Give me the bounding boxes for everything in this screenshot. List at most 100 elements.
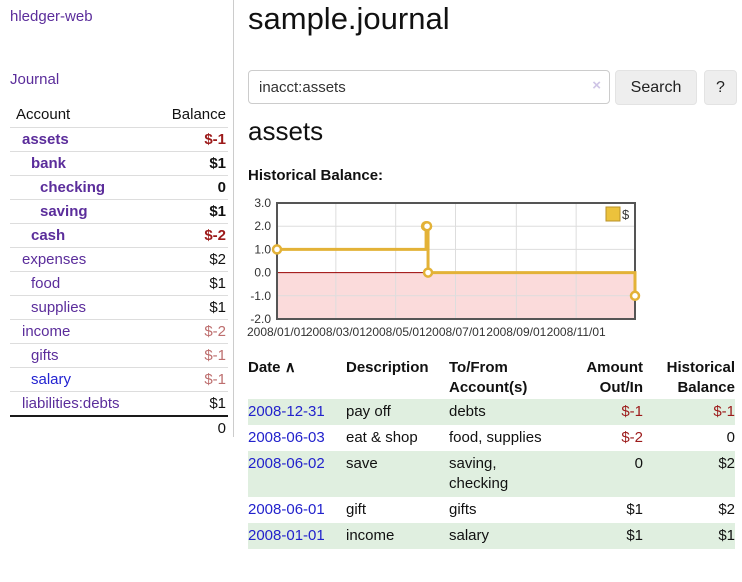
- account-row: checking 0: [10, 175, 228, 200]
- account-link[interactable]: checking: [40, 179, 106, 196]
- x-tick-label: 2008/03/01: [306, 325, 366, 339]
- transaction-balance: 0: [726, 429, 735, 446]
- x-tick-label: 2008/05/01: [366, 325, 426, 339]
- account-link[interactable]: expenses: [22, 251, 87, 268]
- account-row: gifts $-1: [10, 343, 228, 368]
- transaction-amount: $-1: [621, 403, 643, 420]
- account-link[interactable]: assets: [22, 131, 69, 148]
- legend-label: $: [622, 207, 630, 222]
- accounts-body: assets $-1 bank $1 checking 0 saving $1 cash $-2 e…: [10, 127, 228, 417]
- account-link[interactable]: supplies: [31, 299, 87, 316]
- sidebar: hledger-web Journal Account Balance asse…: [0, 0, 234, 440]
- data-point-marker[interactable]: [421, 220, 433, 232]
- account-balance: $-2: [149, 319, 228, 344]
- transaction-balance: $-1: [713, 403, 735, 420]
- data-point-marker[interactable]: [271, 244, 283, 255]
- transaction-amount: $1: [626, 501, 643, 518]
- account-row: saving $1: [10, 199, 228, 224]
- search-input[interactable]: [248, 70, 610, 104]
- account-balance: $1: [149, 199, 228, 224]
- accounts-header-balance: Balance: [149, 103, 228, 128]
- account-balance: $1: [209, 395, 226, 412]
- data-point-marker[interactable]: [629, 290, 641, 302]
- transaction-accounts: saving, checking: [449, 455, 509, 492]
- transaction-amount: $1: [626, 527, 643, 544]
- x-tick-label: 2008/11/01: [547, 325, 606, 339]
- y-tick-label: 2.0: [254, 219, 271, 233]
- register-body: 2008-12-31 pay off debts $-1 $-1 2008-06-03 ea…: [248, 399, 735, 549]
- register-table: Date ∧ Description To/From Account(s) Am…: [248, 357, 735, 549]
- y-tick-label: 1.0: [254, 242, 271, 256]
- account-balance: $1: [149, 271, 228, 296]
- transaction-accounts: food, supplies: [449, 429, 542, 446]
- x-tick-label: 2008/07/01: [425, 325, 485, 339]
- search-input-wrap: ×: [248, 70, 610, 104]
- account-row: liabilities:debts $1: [10, 392, 228, 417]
- transaction-amount: 0: [634, 455, 643, 472]
- transaction-accounts: debts: [449, 403, 486, 420]
- account-balance: $1: [149, 295, 228, 320]
- help-button[interactable]: ?: [704, 70, 737, 105]
- account-link[interactable]: salary: [31, 371, 72, 388]
- account-link[interactable]: saving: [40, 203, 88, 220]
- register-row: 2008-06-02 save saving, checking 0 $2: [248, 451, 735, 497]
- register-row: 2008-06-03 eat & shop food, supplies $-2 0: [248, 425, 735, 451]
- x-tick-label: 2008/01/01: [247, 325, 307, 339]
- x-tick-label: 2008/09/01: [486, 325, 546, 339]
- account-row: food $1: [10, 271, 228, 296]
- register-header-row: Date ∧ Description To/From Account(s) Am…: [248, 357, 735, 399]
- transaction-amount: $-2: [621, 429, 643, 446]
- data-point-marker[interactable]: [422, 267, 434, 278]
- col-amount: Amount Out/In: [586, 359, 643, 396]
- transaction-description: gift: [346, 501, 367, 518]
- accounts-total-value: 0: [149, 415, 228, 440]
- transaction-description: eat & shop: [346, 429, 418, 446]
- transaction-date-link[interactable]: 2008-06-03: [248, 429, 325, 446]
- col-date[interactable]: Date ∧: [248, 357, 346, 399]
- col-description: Description: [346, 359, 429, 376]
- sort-asc-icon: ∧: [284, 359, 296, 376]
- transaction-date-link[interactable]: 2008-06-02: [248, 455, 325, 472]
- account-row: income $-2: [10, 319, 228, 344]
- chart-label: Historical Balance:: [248, 167, 384, 184]
- account-link[interactable]: gifts: [31, 347, 59, 364]
- transaction-description: pay off: [346, 403, 391, 420]
- account-link[interactable]: cash: [31, 227, 66, 244]
- transaction-balance: $1: [718, 527, 735, 544]
- register-row: 2008-01-01 income salary $1 $1: [248, 523, 735, 549]
- account-link[interactable]: bank: [31, 155, 67, 172]
- transaction-balance: $2: [718, 455, 735, 472]
- transaction-date-link[interactable]: 2008-12-31: [248, 403, 325, 420]
- accounts-header-account: Account: [10, 103, 150, 128]
- register-row: 2008-12-31 pay off debts $-1 $-1: [248, 399, 735, 425]
- sidebar-item-journal[interactable]: Journal: [10, 71, 60, 88]
- col-account: To/From Account(s): [449, 359, 528, 396]
- account-balance: $-2: [149, 223, 228, 248]
- account-link[interactable]: income: [22, 323, 71, 340]
- transaction-date-link[interactable]: 2008-06-01: [248, 501, 325, 518]
- col-date-label: Date: [248, 359, 281, 376]
- account-balance: $2: [149, 247, 228, 272]
- clear-search-icon[interactable]: ×: [592, 77, 601, 94]
- account-link[interactable]: food: [31, 275, 61, 292]
- account-row: supplies $1: [10, 295, 228, 320]
- y-tick-label: 0.0: [254, 266, 271, 280]
- transaction-accounts: gifts: [449, 501, 477, 518]
- transaction-date-link[interactable]: 2008-01-01: [248, 527, 325, 544]
- account-link[interactable]: liabilities:debts: [22, 395, 120, 412]
- account-balance: $-1: [149, 127, 228, 152]
- account-balance: $-1: [149, 343, 228, 368]
- accounts-table: Account Balance assets $-1 bank $1 checking 0…: [10, 103, 228, 440]
- col-balance: Historical Balance: [666, 359, 735, 396]
- account-balance: $-1: [149, 367, 228, 392]
- accounts-total-row: 0: [10, 415, 228, 440]
- brand-link[interactable]: hledger-web: [10, 8, 93, 25]
- register-row: 2008-06-01 gift gifts $1 $2: [248, 497, 735, 523]
- search-button[interactable]: Search: [615, 70, 697, 105]
- transaction-description: income: [346, 527, 395, 544]
- main-content: sample.journal × Search ? assets Histori…: [247, 0, 742, 582]
- account-title: assets: [248, 116, 324, 146]
- search-bar: × Search ?: [248, 70, 737, 105]
- account-row: salary $-1: [10, 367, 228, 392]
